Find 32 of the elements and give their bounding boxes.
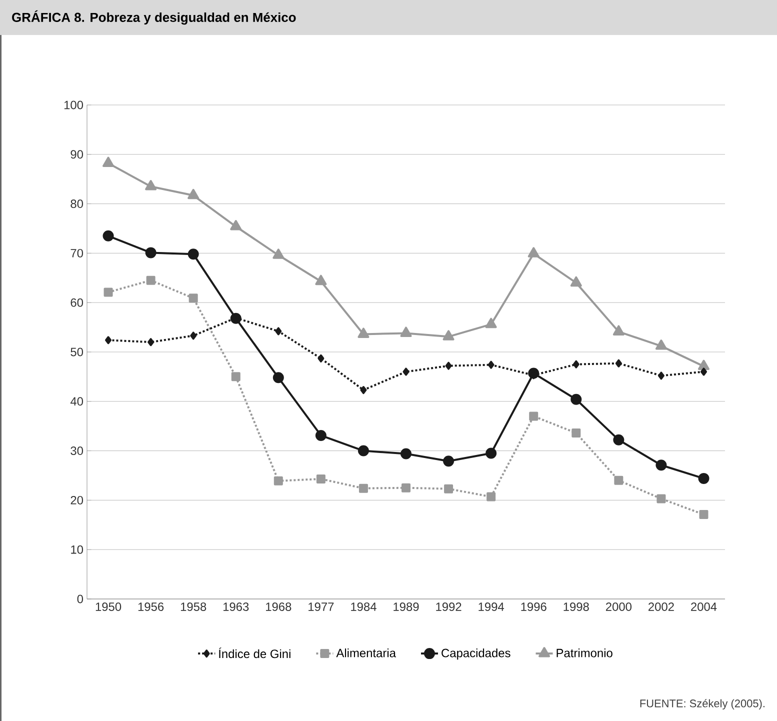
x-tick-label: 1992 (436, 602, 462, 611)
x-tick-label: 1984 (351, 602, 376, 611)
y-tick-label: 80 (70, 200, 84, 208)
y-tick-label: 30 (70, 446, 84, 456)
x-tick-label: 1963 (223, 602, 249, 611)
legend-label: Alimentaria (336, 648, 396, 658)
legend-label: Capacidades (442, 648, 510, 660)
x-tick-label: 2002 (648, 602, 674, 611)
y-tick-label: 10 (71, 545, 84, 554)
x-tick-label: 1996 (521, 602, 546, 611)
y-tick-label: 0 (77, 594, 84, 604)
y-tick-label: 50 (70, 348, 84, 356)
legend-label: Patrimonio (556, 648, 612, 658)
x-tick-label: 1989 (394, 602, 419, 611)
source-note: FUENTE: Székely (2005). (640, 699, 764, 710)
chart-title: GRÁFICA 8. Pobreza y desigualdad en México (12, 10, 296, 25)
x-tick-label: 2004 (691, 602, 717, 611)
y-tick-label: 40 (70, 397, 84, 406)
x-tick-label: 1950 (96, 602, 122, 611)
x-tick-label: 1956 (138, 602, 164, 611)
x-tick-label: 1968 (266, 602, 292, 611)
y-tick-label: 90 (70, 150, 84, 159)
y-tick-label: 100 (64, 100, 84, 110)
legend-label: Índice de Gini (218, 648, 290, 658)
y-tick-label: 20 (70, 496, 84, 504)
y-tick-label: 60 (70, 298, 84, 307)
x-tick-label: 1998 (564, 602, 589, 611)
x-tick-label: 1958 (180, 602, 206, 611)
x-tick-label: 1977 (308, 602, 334, 611)
x-tick-label: 1994 (478, 602, 504, 611)
x-tick-label: 2000 (606, 602, 632, 611)
y-tick-label: 70 (70, 248, 84, 258)
